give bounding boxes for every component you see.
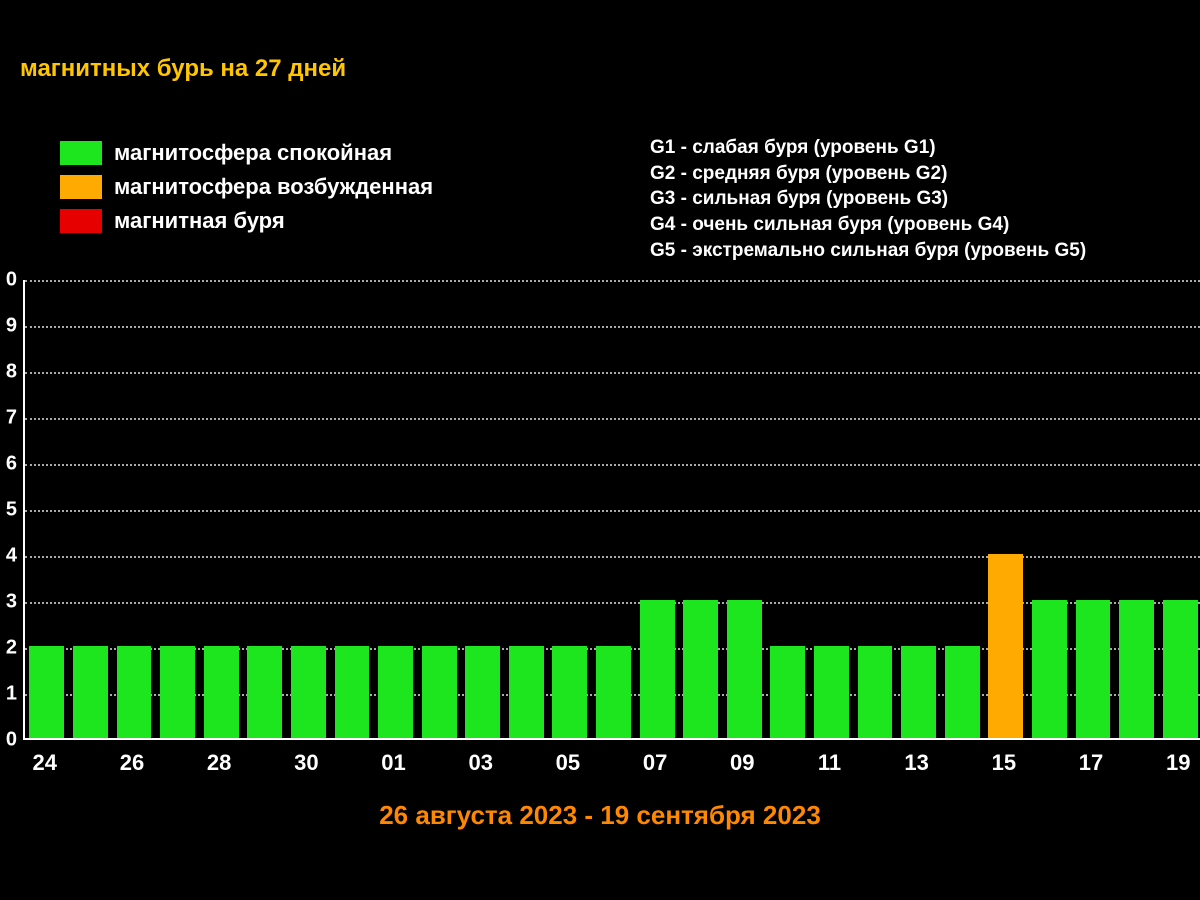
legend-item: магнитосфера спокойная (60, 140, 433, 166)
bar (552, 646, 587, 738)
y-tick-label: 7 (2, 407, 17, 430)
x-tick-label: 03 (468, 750, 492, 776)
x-tick-label: 30 (294, 750, 318, 776)
bar (640, 600, 675, 738)
bar (160, 646, 195, 738)
x-tick-label: 07 (643, 750, 667, 776)
x-tick-label: 17 (1079, 750, 1103, 776)
bar (1163, 600, 1198, 738)
x-tick-label: 19 (1166, 750, 1190, 776)
bar (422, 646, 457, 738)
legend-swatch (60, 209, 102, 233)
gridline (25, 464, 1200, 466)
x-tick-label: 09 (730, 750, 754, 776)
x-tick-label: 28 (207, 750, 231, 776)
legend-right: G1 - слабая буря (уровень G1)G2 - средня… (650, 135, 1086, 263)
bar (596, 646, 631, 738)
legend-label: магнитная буря (114, 208, 285, 234)
legend-item: магнитная буря (60, 208, 433, 234)
bar (247, 646, 282, 738)
y-tick-label: 0 (2, 269, 17, 292)
y-tick-label: 2 (2, 637, 17, 660)
gridline (25, 602, 1200, 604)
chart-area: 012345678902426283001030507091113151719 (5, 280, 1200, 740)
y-tick-label: 5 (2, 499, 17, 522)
legend-label: магнитосфера спокойная (114, 140, 392, 166)
y-tick-label: 0 (2, 729, 17, 752)
legend-left: магнитосфера спокойная магнитосфера возбу… (60, 140, 433, 242)
bar (29, 646, 64, 738)
legend-swatch (60, 141, 102, 165)
bar (988, 554, 1023, 738)
bar (814, 646, 849, 738)
gridline (25, 418, 1200, 420)
gridline (25, 280, 1200, 282)
y-tick-label: 6 (2, 453, 17, 476)
date-range-label: 26 августа 2023 - 19 сентября 2023 (379, 800, 821, 831)
bar (291, 646, 326, 738)
bar (117, 646, 152, 738)
bar (73, 646, 108, 738)
bar (770, 646, 805, 738)
bar (1119, 600, 1154, 738)
g-level-item: G5 - экстремально сильная буря (уровень … (650, 238, 1086, 264)
y-tick-label: 3 (2, 591, 17, 614)
g-level-item: G3 - сильная буря (уровень G3) (650, 186, 1086, 212)
g-level-item: G4 - очень сильная буря (уровень G4) (650, 212, 1086, 238)
bar (945, 646, 980, 738)
x-tick-label: 15 (992, 750, 1016, 776)
y-tick-label: 8 (2, 361, 17, 384)
bar (509, 646, 544, 738)
gridline (25, 556, 1200, 558)
gridline (25, 326, 1200, 328)
bar (683, 600, 718, 738)
x-tick-label: 05 (556, 750, 580, 776)
bar (901, 646, 936, 738)
bar (204, 646, 239, 738)
bar (858, 646, 893, 738)
gridline (25, 372, 1200, 374)
x-tick-label: 24 (33, 750, 57, 776)
bar (1076, 600, 1111, 738)
x-tick-label: 11 (818, 750, 841, 776)
gridline (25, 510, 1200, 512)
bar (727, 600, 762, 738)
x-tick-label: 26 (120, 750, 144, 776)
g-level-item: G2 - средняя буря (уровень G2) (650, 161, 1086, 187)
bar (378, 646, 413, 738)
legend-item: магнитосфера возбужденная (60, 174, 433, 200)
chart-title: магнитных бурь на 27 дней (20, 55, 346, 83)
bar (335, 646, 370, 738)
bar (465, 646, 500, 738)
y-tick-label: 1 (2, 683, 17, 706)
g-level-item: G1 - слабая буря (уровень G1) (650, 135, 1086, 161)
y-tick-label: 4 (2, 545, 17, 568)
bar (1032, 600, 1067, 738)
plot-region (23, 280, 1200, 740)
x-tick-label: 13 (904, 750, 928, 776)
legend-swatch (60, 175, 102, 199)
legend-label: магнитосфера возбужденная (114, 174, 433, 200)
y-tick-label: 9 (2, 315, 17, 338)
x-tick-label: 01 (381, 750, 405, 776)
